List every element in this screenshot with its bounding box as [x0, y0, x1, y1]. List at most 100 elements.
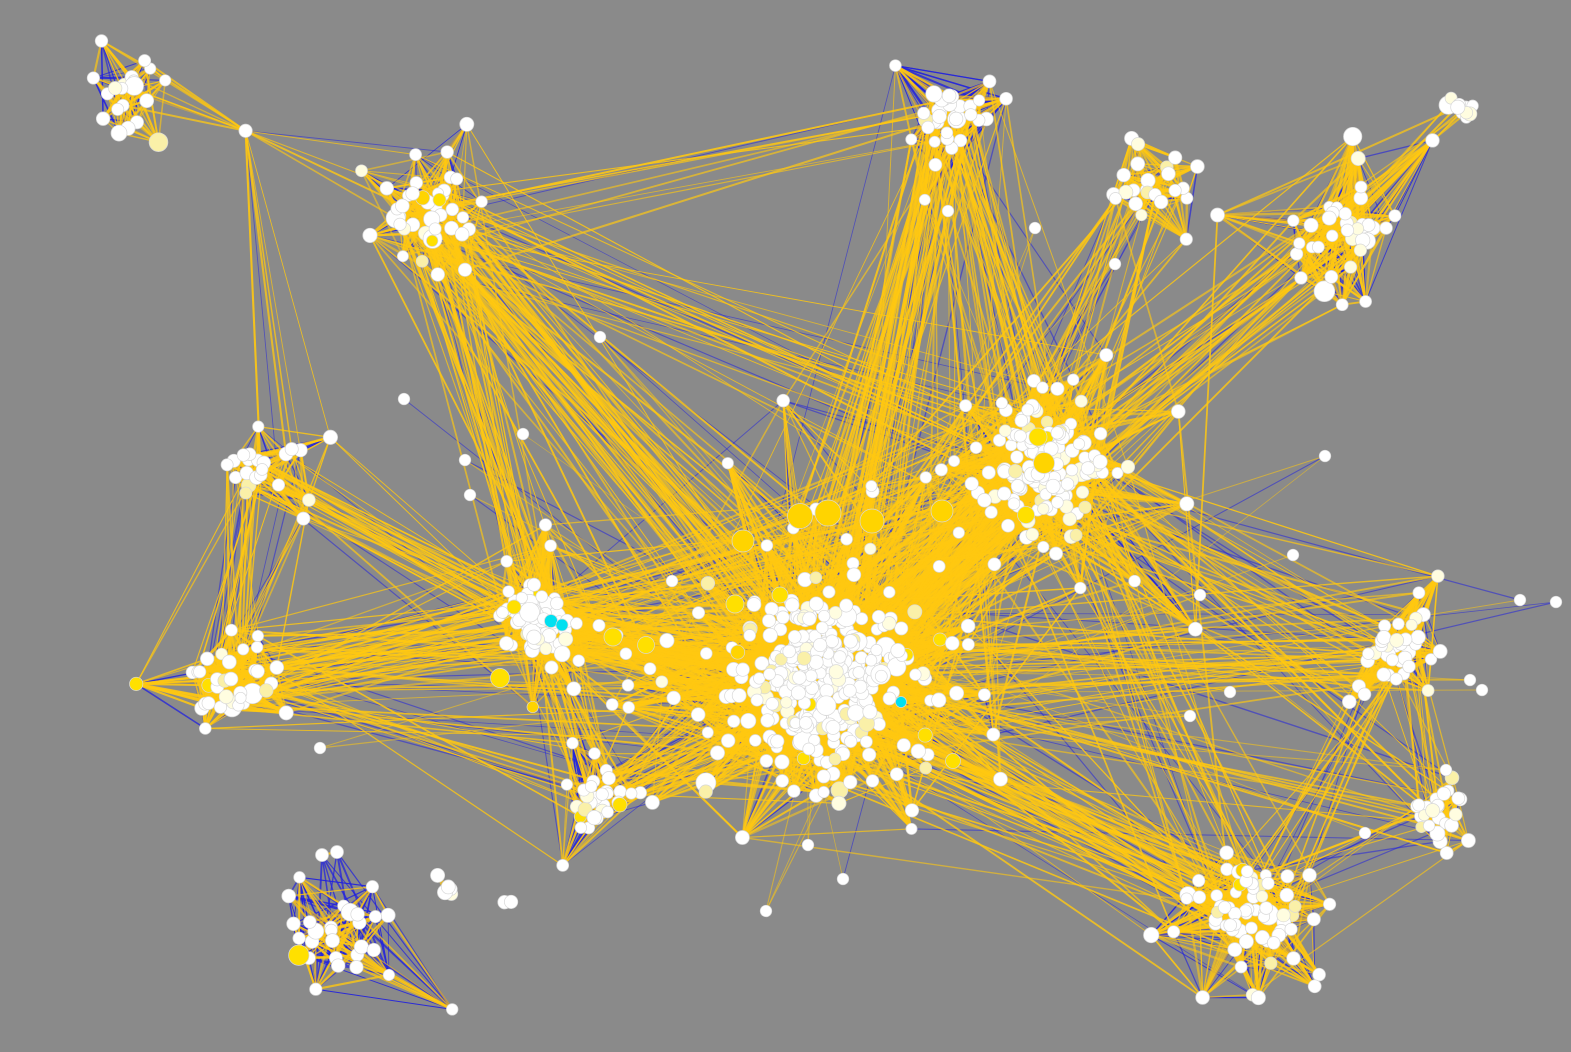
graph-node[interactable] — [1338, 207, 1352, 221]
graph-node[interactable] — [1388, 209, 1402, 223]
graph-node[interactable] — [269, 660, 285, 675]
graph-node[interactable] — [1288, 900, 1302, 913]
graph-node[interactable] — [987, 557, 1002, 572]
graph-node[interactable] — [665, 574, 679, 588]
graph-node[interactable] — [1062, 511, 1077, 527]
graph-node[interactable] — [139, 93, 155, 109]
graph-highlighted-node[interactable] — [895, 696, 907, 708]
graph-node[interactable] — [808, 596, 824, 612]
graph-node[interactable] — [1108, 257, 1122, 271]
graph-node[interactable] — [111, 102, 125, 116]
graph-node[interactable] — [1287, 214, 1300, 227]
graph-node[interactable] — [1120, 459, 1136, 474]
graph-node[interactable] — [710, 745, 725, 761]
graph-node[interactable] — [1219, 845, 1234, 860]
graph-node[interactable] — [802, 742, 816, 756]
graph-node[interactable] — [349, 960, 364, 975]
graph-node[interactable] — [727, 714, 741, 728]
graph-node[interactable] — [458, 453, 472, 467]
graph-node[interactable] — [1412, 798, 1426, 812]
graph-node[interactable] — [764, 601, 779, 617]
graph-node[interactable] — [846, 567, 862, 583]
graph-node[interactable] — [1093, 427, 1108, 441]
graph-node[interactable] — [941, 88, 957, 104]
graph-node[interactable] — [905, 133, 918, 146]
graph-node[interactable] — [405, 186, 420, 201]
graph-node[interactable] — [1286, 951, 1301, 966]
graph-node[interactable] — [315, 848, 329, 862]
graph-node[interactable] — [1303, 217, 1319, 233]
graph-node[interactable] — [1183, 709, 1197, 723]
graph-node[interactable] — [148, 132, 169, 152]
graph-node[interactable] — [1190, 159, 1205, 174]
graph-node[interactable] — [1069, 528, 1083, 542]
graph-node[interactable] — [787, 784, 801, 798]
graph-node[interactable] — [550, 596, 564, 611]
graph-node[interactable] — [281, 888, 296, 904]
graph-node[interactable] — [379, 181, 394, 196]
graph-node[interactable] — [953, 133, 968, 148]
graph-node[interactable] — [1045, 478, 1061, 494]
graph-node[interactable] — [362, 227, 378, 243]
graph-node[interactable] — [934, 463, 948, 477]
graph-node[interactable] — [961, 638, 975, 651]
graph-node[interactable] — [1075, 485, 1090, 499]
graph-node[interactable] — [1131, 137, 1146, 152]
graph-node[interactable] — [409, 148, 422, 161]
graph-node[interactable] — [815, 621, 829, 634]
graph-node[interactable] — [1050, 426, 1064, 440]
graph-node[interactable] — [840, 532, 853, 546]
graph-node[interactable] — [959, 399, 973, 413]
graph-node[interactable] — [808, 734, 821, 747]
graph-node[interactable] — [817, 609, 831, 623]
graph-node[interactable] — [292, 931, 306, 945]
graph-node[interactable] — [842, 683, 857, 698]
graph-node[interactable] — [910, 743, 926, 759]
graph-node[interactable] — [1425, 803, 1440, 818]
graph-node[interactable] — [831, 795, 847, 811]
graph-node[interactable] — [1436, 786, 1451, 801]
graph-node[interactable] — [1284, 922, 1298, 936]
graph-hub-node[interactable] — [731, 529, 755, 553]
graph-node[interactable] — [1302, 868, 1317, 883]
graph-node[interactable] — [475, 195, 488, 208]
graph-node[interactable] — [159, 74, 172, 87]
graph-node[interactable] — [1026, 374, 1041, 388]
graph-node[interactable] — [690, 707, 706, 722]
graph-node[interactable] — [239, 486, 253, 500]
graph-node[interactable] — [1179, 232, 1193, 246]
graph-node[interactable] — [1192, 874, 1206, 888]
graph-node[interactable] — [945, 636, 960, 651]
graph-node[interactable] — [896, 738, 911, 753]
graph-node[interactable] — [129, 676, 144, 691]
graph-hub-node[interactable] — [637, 636, 655, 654]
graph-node[interactable] — [1439, 846, 1454, 860]
graph-node[interactable] — [765, 697, 779, 711]
graph-node[interactable] — [1261, 876, 1275, 890]
graph-node[interactable] — [1326, 229, 1339, 242]
graph-node[interactable] — [572, 654, 585, 667]
graph-node[interactable] — [932, 560, 946, 573]
graph-node[interactable] — [762, 627, 778, 643]
graph-node[interactable] — [1210, 207, 1225, 223]
graph-node[interactable] — [220, 458, 234, 472]
graph-node[interactable] — [763, 667, 776, 681]
graph-node[interactable] — [1432, 644, 1448, 659]
graph-node[interactable] — [236, 448, 251, 462]
graph-node[interactable] — [1192, 890, 1207, 904]
graph-node[interactable] — [293, 871, 306, 884]
graph-node[interactable] — [995, 396, 1008, 410]
graph-node[interactable] — [1254, 930, 1270, 945]
graph-node[interactable] — [446, 1003, 459, 1016]
graph-node[interactable] — [1410, 629, 1426, 645]
graph-node[interactable] — [1116, 167, 1131, 183]
graph-node[interactable] — [1049, 546, 1063, 561]
graph-node[interactable] — [960, 618, 976, 634]
graph-node[interactable] — [735, 830, 750, 845]
graph-node[interactable] — [108, 81, 123, 96]
graph-node[interactable] — [730, 644, 746, 660]
graph-node[interactable] — [288, 944, 310, 966]
graph-node[interactable] — [259, 683, 274, 698]
graph-node[interactable] — [382, 968, 395, 982]
graph-node[interactable] — [1342, 694, 1357, 710]
